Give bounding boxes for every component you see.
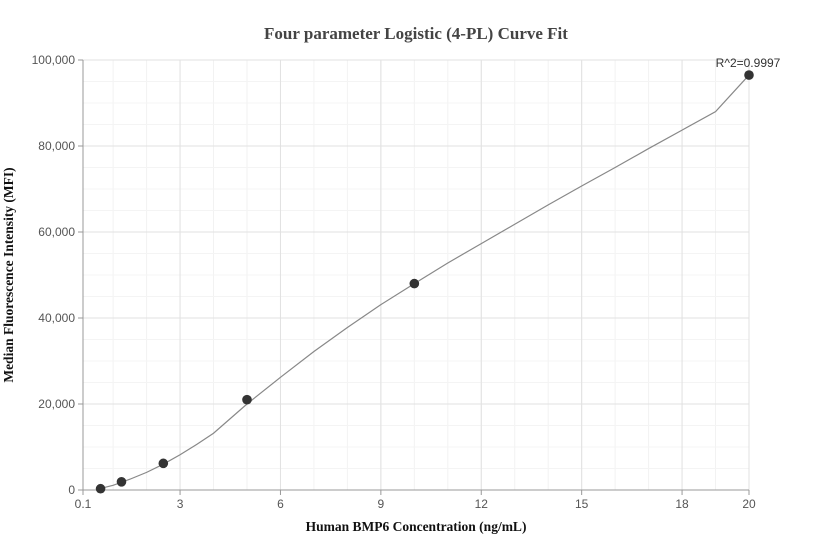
x-axis-label: Human BMP6 Concentration (ng/mL) [306, 519, 527, 534]
data-point [409, 278, 420, 289]
x-tick-label: 12 [475, 497, 489, 511]
y-tick-label: 60,000 [38, 225, 75, 239]
r-squared-annotation: R^2=0.9997 [716, 56, 781, 70]
x-tick-label: 0.1 [75, 497, 92, 511]
x-tick-label: 20 [742, 497, 756, 511]
x-tick-label: 18 [675, 497, 689, 511]
y-tick-label: 80,000 [38, 139, 75, 153]
y-tick-label: 100,000 [32, 53, 76, 67]
x-tick-label: 6 [277, 497, 284, 511]
x-tick-label: 3 [177, 497, 184, 511]
grid-layer [83, 59, 750, 490]
y-tick-label: 20,000 [38, 397, 75, 411]
axes-layer: 0.1 3 6 9 12 15 18 20 0 20,000 40,000 60,000 80,000 1… [32, 53, 756, 511]
points-layer [95, 70, 754, 494]
y-tick-label: 0 [68, 483, 75, 497]
data-point [158, 458, 169, 469]
data-point [242, 394, 252, 405]
curve-layer [96, 74, 750, 491]
data-point [116, 477, 127, 487]
fit-curve-line [96, 74, 750, 491]
x-tick-label: 9 [378, 497, 385, 511]
y-tick-label: 40,000 [38, 311, 75, 325]
chart-title: Four parameter Logistic (4-PL) Curve Fit [264, 24, 568, 43]
data-point [744, 70, 754, 80]
x-tick-label: 15 [575, 497, 589, 511]
data-point [95, 483, 106, 494]
y-axis-label: Median Fluorescence Intensity (MFI) [1, 167, 16, 382]
